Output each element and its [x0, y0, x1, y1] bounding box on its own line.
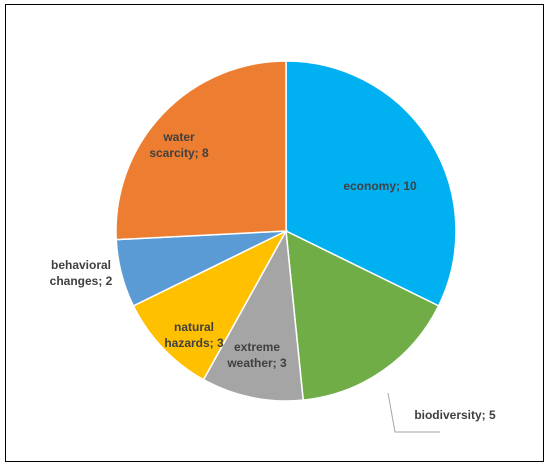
slice-labels: economy; 10 biodiversity; 5 extreme weather… [50, 130, 496, 422]
pie-slice-economy [285, 60, 457, 307]
leader-line-biodiversity [387, 392, 440, 433]
data-label-water-scarcity: water scarcity; 8 [149, 130, 209, 160]
pie-slice-natural-hazards [132, 229, 288, 381]
data-label-behavioral-changes: behavioral changes; 2 [50, 258, 113, 288]
data-label-extreme-weather: extreme weather; 3 [226, 340, 287, 370]
pie-slice-biodiversity [285, 229, 440, 401]
data-label-economy: economy; 10 [343, 179, 417, 193]
data-label-natural-hazards: natural hazards; 3 [164, 320, 224, 350]
data-label-biodiversity: biodiversity; 5 [414, 408, 496, 422]
pie-slice-extreme-weather [202, 228, 305, 402]
chart-frame: economy; 10 biodiversity; 5 extreme weather… [5, 4, 544, 462]
pie-slice-water-scarcity [115, 60, 287, 241]
leader-lines [387, 392, 440, 433]
pie-slices [115, 60, 457, 402]
